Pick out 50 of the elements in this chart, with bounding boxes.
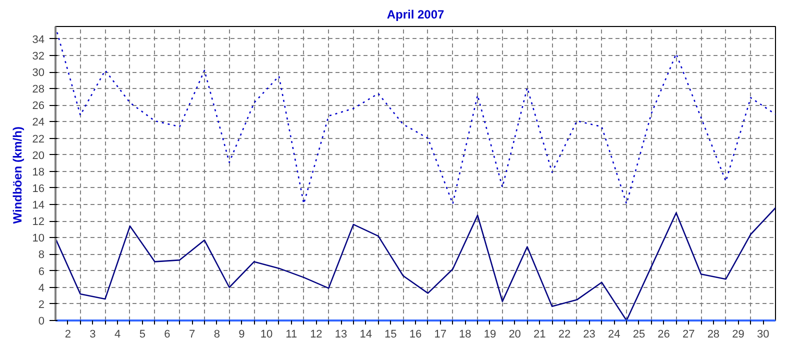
x-tick-label: 6: [164, 328, 170, 340]
line-series: [56, 207, 776, 320]
x-tick-label: 26: [658, 328, 670, 340]
x-tick-label: 22: [558, 328, 571, 340]
y-tick-label: 28: [32, 84, 45, 96]
chart-title: April 2007: [386, 8, 445, 22]
y-tick-label: 22: [32, 133, 45, 146]
y-tick-label: 32: [32, 50, 45, 62]
x-tick-label: 2: [64, 328, 71, 340]
x-tick-label: 14: [360, 328, 372, 340]
y-tick-label: 34: [32, 34, 45, 46]
x-tick-label: 30: [756, 328, 770, 340]
y-axis-title: Windböen (km/h): [10, 126, 24, 224]
x-tick-label: 9: [238, 328, 245, 340]
y-tick-label: 16: [32, 182, 45, 195]
x-tick-label: 7: [188, 328, 196, 340]
x-tick-label: 3: [90, 328, 96, 340]
x-tick-label: 8: [214, 328, 220, 340]
x-tick-label: 21: [534, 328, 546, 340]
y-tick-label: 18: [32, 166, 45, 178]
x-tick-label: 17: [434, 328, 446, 340]
y-tick-label: 10: [32, 232, 45, 245]
x-tick-label: 4: [114, 328, 121, 340]
y-tick-label: 14: [32, 200, 45, 212]
x-tick-label: 27: [682, 328, 695, 340]
x-tick-label: 20: [508, 328, 521, 340]
x-tick-label: 25: [632, 328, 646, 340]
x-tick-label: 24: [608, 328, 620, 340]
y-tick-label: 0: [38, 316, 45, 328]
x-tick-label: 18: [459, 328, 472, 340]
y-tick-label: 26: [32, 100, 45, 112]
x-tick-label: 23: [583, 328, 596, 340]
x-tick-label: 13: [334, 328, 348, 340]
x-tick-label: 29: [732, 328, 744, 340]
x-tick-label: 16: [409, 328, 422, 340]
x-tick-label: 11: [286, 328, 298, 340]
y-tick-label: 20: [32, 150, 45, 162]
y-tick-label: 8: [38, 249, 45, 262]
x-tick-label: 28: [707, 328, 720, 340]
y-tick-label: 2: [38, 298, 45, 311]
y-tick-label: 4: [38, 282, 45, 294]
x-tick-label: 5: [139, 328, 146, 340]
y-tick-label: 24: [32, 116, 45, 129]
x-tick-label: 12: [310, 328, 322, 340]
y-tick-label: 12: [32, 216, 45, 228]
y-tick-label: 6: [38, 266, 45, 278]
x-tick-label: 19: [484, 328, 496, 340]
x-tick-label: 15: [384, 328, 397, 340]
y-tick-label: 30: [32, 67, 45, 80]
x-tick-label: 10: [260, 328, 273, 340]
